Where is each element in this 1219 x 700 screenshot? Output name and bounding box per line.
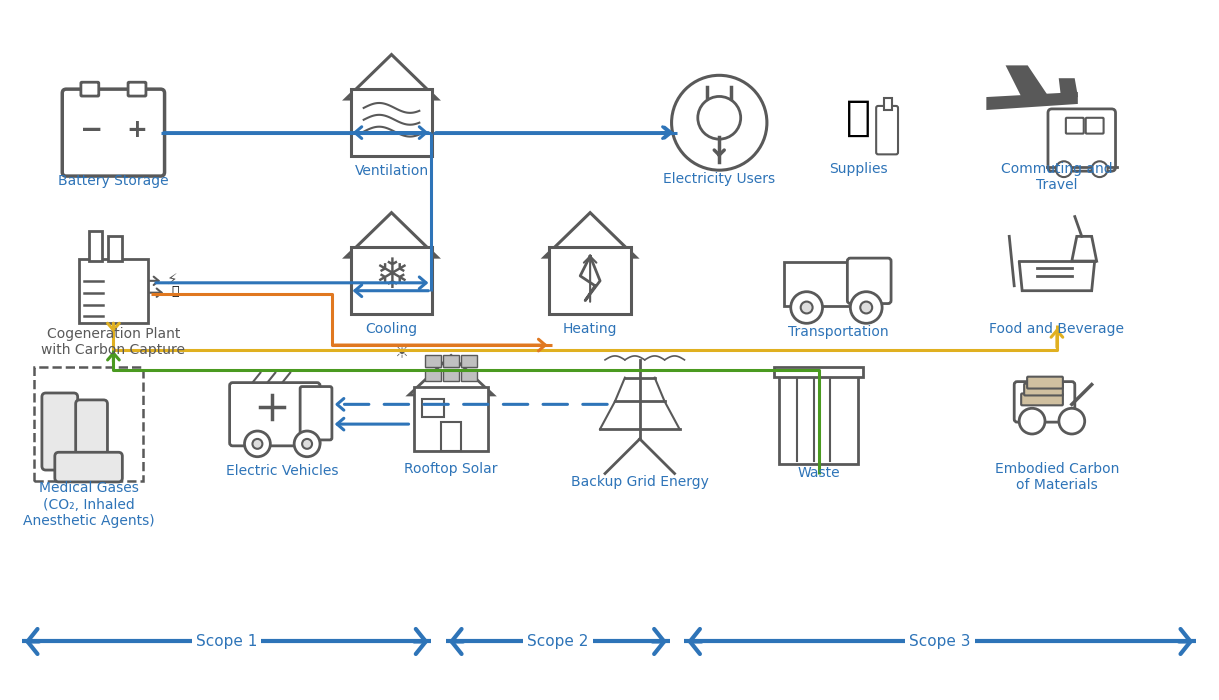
Text: ❄: ❄	[374, 255, 408, 297]
Text: Scope 3: Scope 3	[909, 634, 972, 649]
Circle shape	[1059, 408, 1085, 434]
Circle shape	[801, 302, 813, 314]
Text: Scope 1: Scope 1	[196, 634, 257, 649]
FancyBboxPatch shape	[1028, 377, 1063, 389]
FancyBboxPatch shape	[413, 387, 489, 452]
FancyBboxPatch shape	[80, 82, 99, 96]
Polygon shape	[545, 213, 636, 257]
Polygon shape	[987, 93, 1076, 109]
Text: Waste: Waste	[797, 466, 840, 480]
FancyBboxPatch shape	[444, 356, 460, 368]
Text: +: +	[127, 118, 147, 141]
Text: Backup Grid Energy: Backup Grid Energy	[570, 475, 708, 489]
Text: Cogeneration Plant
with Carbon Capture: Cogeneration Plant with Carbon Capture	[41, 328, 185, 358]
Circle shape	[1019, 408, 1045, 434]
Text: Ventilation: Ventilation	[355, 164, 429, 178]
FancyBboxPatch shape	[774, 367, 863, 377]
FancyBboxPatch shape	[441, 421, 461, 452]
Text: Transportation: Transportation	[789, 326, 889, 340]
Text: Food and Beverage: Food and Beverage	[990, 322, 1124, 336]
FancyBboxPatch shape	[1065, 118, 1084, 134]
Circle shape	[851, 292, 883, 323]
Polygon shape	[1059, 79, 1076, 96]
FancyBboxPatch shape	[461, 356, 477, 368]
FancyBboxPatch shape	[128, 82, 146, 96]
Polygon shape	[346, 213, 438, 257]
Polygon shape	[1007, 66, 1047, 96]
FancyBboxPatch shape	[884, 98, 892, 110]
Text: Commuting and
Travel: Commuting and Travel	[1001, 162, 1113, 192]
Text: Embodied Carbon
of Materials: Embodied Carbon of Materials	[995, 462, 1119, 492]
Text: Supplies: Supplies	[829, 162, 887, 176]
FancyBboxPatch shape	[229, 383, 321, 446]
Text: −: −	[80, 116, 104, 144]
FancyBboxPatch shape	[1048, 109, 1115, 172]
FancyBboxPatch shape	[1024, 384, 1063, 395]
FancyBboxPatch shape	[89, 231, 102, 260]
Circle shape	[1056, 161, 1072, 177]
FancyBboxPatch shape	[425, 356, 441, 368]
FancyBboxPatch shape	[79, 258, 149, 323]
FancyBboxPatch shape	[62, 89, 165, 176]
FancyBboxPatch shape	[1022, 393, 1063, 405]
FancyBboxPatch shape	[876, 106, 898, 155]
FancyBboxPatch shape	[425, 370, 441, 381]
Text: ⚡: ⚡	[167, 272, 178, 286]
FancyBboxPatch shape	[41, 393, 78, 470]
FancyBboxPatch shape	[351, 89, 433, 156]
Circle shape	[791, 292, 823, 323]
FancyBboxPatch shape	[55, 452, 122, 482]
FancyBboxPatch shape	[784, 262, 851, 305]
Circle shape	[861, 302, 872, 314]
Circle shape	[252, 439, 262, 449]
Polygon shape	[1072, 237, 1097, 261]
FancyBboxPatch shape	[108, 236, 122, 260]
FancyBboxPatch shape	[1014, 382, 1075, 422]
FancyBboxPatch shape	[779, 374, 858, 463]
Text: ☀: ☀	[394, 344, 410, 363]
Circle shape	[302, 439, 312, 449]
Text: Battery Storage: Battery Storage	[59, 174, 168, 188]
Polygon shape	[346, 55, 438, 99]
Text: Heating: Heating	[563, 322, 617, 336]
Circle shape	[1092, 161, 1108, 177]
FancyBboxPatch shape	[847, 258, 891, 304]
FancyBboxPatch shape	[351, 247, 433, 314]
FancyBboxPatch shape	[461, 370, 477, 381]
FancyBboxPatch shape	[34, 368, 143, 481]
Text: Cooling: Cooling	[366, 322, 418, 336]
FancyBboxPatch shape	[422, 400, 444, 417]
Text: Electricity Users: Electricity Users	[663, 172, 775, 186]
Text: Rooftop Solar: Rooftop Solar	[405, 462, 497, 476]
FancyBboxPatch shape	[444, 370, 460, 381]
Text: Medical Gases
(CO₂, Inhaled
Anesthetic Agents): Medical Gases (CO₂, Inhaled Anesthetic A…	[23, 482, 155, 528]
Text: 🧤: 🧤	[846, 97, 870, 139]
Text: Scope 2: Scope 2	[527, 634, 589, 649]
FancyBboxPatch shape	[300, 386, 332, 440]
Circle shape	[697, 97, 741, 139]
Text: Electric Vehicles: Electric Vehicles	[226, 463, 339, 477]
Circle shape	[672, 76, 767, 170]
Circle shape	[294, 431, 321, 456]
FancyBboxPatch shape	[1086, 118, 1103, 134]
Text: 🔥: 🔥	[171, 285, 179, 298]
Polygon shape	[408, 356, 494, 395]
FancyBboxPatch shape	[550, 247, 631, 314]
Circle shape	[245, 431, 271, 456]
FancyBboxPatch shape	[76, 400, 107, 465]
